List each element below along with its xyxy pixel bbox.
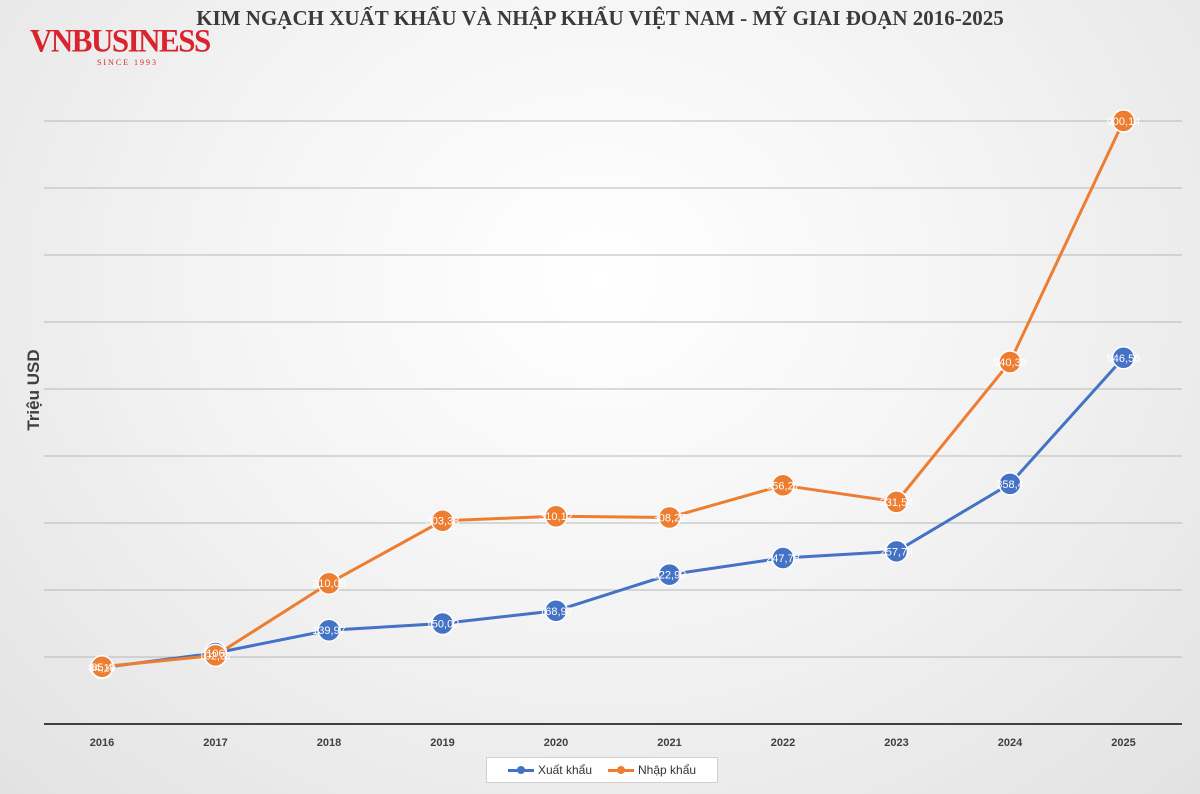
data-label: 900,14 [1107,116,1141,128]
x-tick-label: 2020 [544,737,568,749]
x-tick-label: 2017 [203,737,227,749]
x-tick-label: 2021 [657,737,681,749]
series-data-labels: 84,19 106 139,97 150,02 168,97 222,93 247,78 25… [88,116,1140,675]
data-label: 102,37 [199,650,233,662]
data-point [1111,109,1136,133]
legend-swatch-export [507,765,534,774]
data-point [998,472,1022,496]
x-tick-label: 2025 [1111,737,1135,749]
data-point [317,618,341,642]
chart-title: KIM NGẠCH XUẤT KHẨU VÀ NHẬP KHẨU VIỆT NA… [196,6,1004,30]
data-point [998,350,1022,374]
data-label: 139,97 [312,625,346,637]
data-label: 308,27 [653,512,687,524]
x-tick-label: 2022 [771,737,795,749]
vnbusiness-logo: VNBUSINESS SINCE 1993 [30,22,215,67]
data-label: 257,74 [880,546,914,558]
legend-item-export: Xuất khẩu [507,763,592,777]
legend-item-import: Nhập khẩu [608,763,696,777]
data-label: 85,4 [91,662,112,674]
x-tick-label: 2019 [430,737,454,749]
data-label: 222,93 [653,570,687,582]
series-lines [101,120,1125,670]
data-label: 358,4 [996,479,1024,491]
legend-swatch-import [608,765,634,774]
data-label: 356,27 [766,480,800,492]
x-tick-labels: 2016 2017 2018 2019 2020 2021 2022 2023 2024 2025 [90,737,1136,749]
data-point [430,611,455,636]
data-label: 247,78 [766,553,800,565]
data-label: 303,38 [426,516,460,528]
logo-wordmark: VNBUSINESS [30,22,211,59]
data-point [317,571,341,595]
data-point [544,504,568,528]
data-point [771,473,795,498]
series-points [90,109,1136,680]
data-label: 150,02 [426,618,460,630]
logo-since: SINCE 1993 [96,58,159,67]
legend-label-import: Nhập khẩu [638,763,697,777]
data-point [884,490,909,514]
data-label: 331,54 [880,497,914,509]
x-tick-label: 2016 [90,737,114,749]
data-point [203,643,228,668]
legend: Xuất khẩu Nhập khẩu [486,757,718,783]
data-point [657,562,682,587]
data-label: 546,56 [1107,353,1141,365]
data-point [430,508,455,533]
x-tick-label: 2024 [998,737,1023,749]
series-line-0 [101,356,1125,670]
grid-lines [44,120,1182,658]
series-line-1 [101,120,1125,669]
data-label: 210,09 [312,578,346,590]
x-tick-label: 2018 [317,737,341,749]
data-point [771,546,795,570]
data-label: 168,97 [539,606,573,618]
x-tick-label: 2023 [884,737,908,749]
data-label: 310,12 [539,511,573,523]
data-label: 106 [206,648,224,660]
data-point [1111,346,1136,370]
data-point [544,599,568,623]
data-label: 84,19 [88,663,116,675]
data-point [657,505,682,530]
data-label: 540,33 [993,357,1027,369]
data-point [884,539,909,564]
data-point [90,655,114,679]
legend-label-export: Xuất khẩu [537,763,592,777]
